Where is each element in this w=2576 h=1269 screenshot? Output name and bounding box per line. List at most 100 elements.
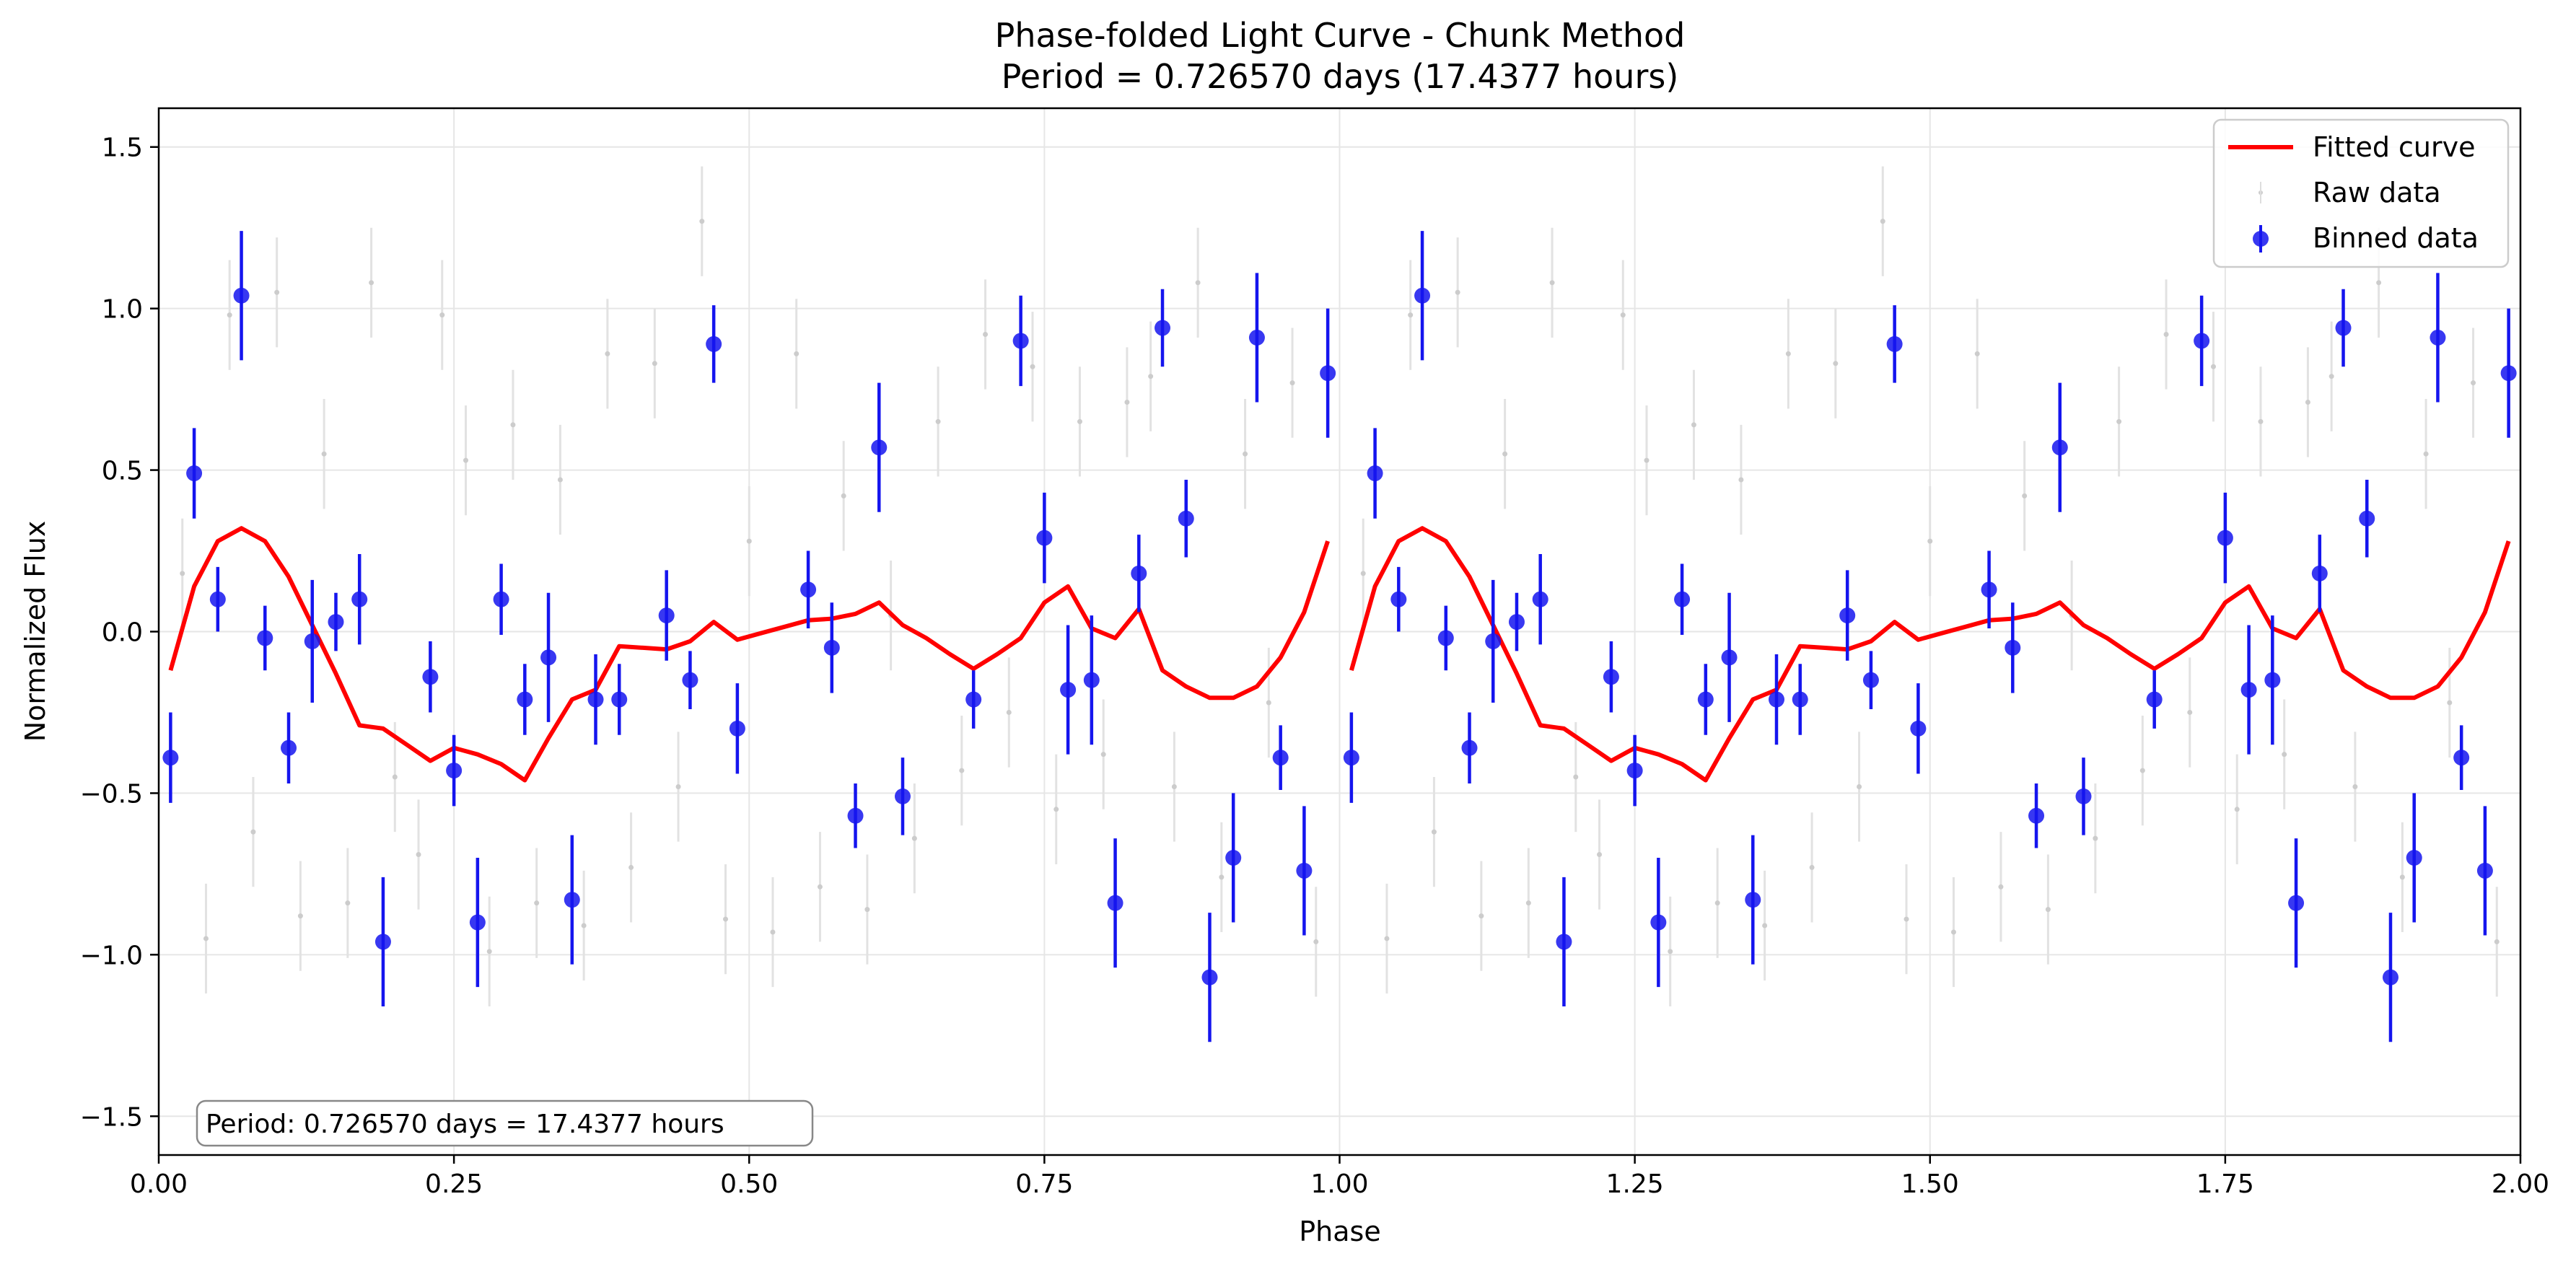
raw-point-91	[2352, 783, 2358, 789]
binned-point-34	[1131, 565, 1147, 581]
raw-point-15	[534, 900, 540, 906]
raw-point-76	[1998, 884, 2004, 890]
raw-point-19	[628, 864, 634, 870]
raw-point-14	[510, 422, 516, 428]
raw-point-27	[817, 884, 823, 890]
raw-point-96	[2471, 380, 2476, 386]
binned-point-80	[2382, 969, 2398, 985]
raw-point-39	[1100, 752, 1106, 758]
raw-point-87	[2258, 418, 2264, 424]
raw-point-58	[1573, 774, 1579, 780]
raw-point-42	[1171, 783, 1177, 789]
binned-point-62	[1839, 607, 1856, 624]
raw-point-85	[2211, 364, 2217, 369]
binned-point-22	[729, 720, 745, 737]
binned-point-47	[1437, 630, 1454, 646]
raw-point-93	[2399, 874, 2405, 880]
raw-point-55	[1502, 451, 1508, 457]
raw-point-46	[1266, 700, 1271, 706]
x-tick-label-0: 0.00	[130, 1169, 188, 1199]
raw-point-9	[392, 774, 398, 780]
binned-point-24	[823, 639, 840, 656]
binned-point-49	[1485, 633, 1502, 649]
annotation-box	[196, 1099, 814, 1147]
raw-point-59	[1597, 852, 1603, 858]
raw-point-72	[1903, 916, 1909, 922]
raw-point-12	[463, 457, 468, 463]
annotation-text: Period: 0.726570 days = 17.4377 hours	[206, 1110, 724, 1139]
raw-point-7	[345, 900, 351, 906]
raw-point-44	[1219, 874, 1225, 880]
raw-point-38	[1077, 418, 1082, 424]
raw-point-97	[2494, 939, 2500, 944]
binned-point-16	[564, 892, 580, 908]
binned-point-32	[1083, 672, 1100, 688]
raw-point-68	[1809, 864, 1815, 870]
binned-point-13	[493, 591, 509, 607]
raw-point-84	[2187, 709, 2193, 715]
period-annotation: Period: 0.726570 days = 17.4377 hours	[196, 1099, 814, 1147]
raw-point-92	[2376, 280, 2382, 286]
raw-point-47	[1289, 380, 1295, 386]
binned-point-20	[682, 672, 698, 688]
binned-point-43	[1343, 750, 1359, 766]
binned-point-14	[517, 691, 533, 708]
raw-point-64	[1714, 900, 1720, 906]
binned-point-85	[2500, 365, 2517, 382]
y-tick-label-5: 1.0	[102, 295, 143, 325]
raw-point-6	[321, 451, 327, 457]
raw-point-4	[274, 289, 280, 295]
chart-subtitle: Period = 0.726570 days (17.4377 hours)	[1002, 57, 1679, 96]
raw-point-33	[959, 768, 965, 773]
binned-point-18	[611, 691, 628, 708]
raw-point-48	[1313, 939, 1319, 944]
binned-point-70	[2075, 788, 2092, 804]
raw-point-86	[2234, 807, 2240, 812]
raw-point-94	[2423, 451, 2429, 457]
raw-point-34	[983, 331, 989, 337]
binned-data-points	[162, 231, 2517, 1042]
raw-point-5	[297, 913, 303, 919]
binned-point-66	[1981, 581, 1997, 598]
raw-point-74	[1950, 929, 1956, 935]
raw-point-70	[1857, 783, 1862, 789]
binned-point-23	[800, 581, 817, 598]
raw-point-32	[935, 418, 941, 424]
raw-point-73	[1927, 538, 1933, 544]
raw-point-71	[1880, 219, 1885, 224]
raw-point-31	[911, 835, 917, 841]
raw-point-13	[486, 949, 492, 954]
binned-point-12	[469, 914, 486, 931]
binned-point-56	[1674, 591, 1691, 607]
binned-point-44	[1367, 465, 1383, 482]
x-axis-label: Phase	[1299, 1216, 1380, 1247]
binned-point-0	[162, 750, 179, 766]
binned-point-4	[257, 630, 273, 646]
binned-point-74	[2240, 682, 2257, 698]
binned-point-54	[1626, 763, 1643, 779]
binned-point-7	[328, 614, 344, 631]
binned-point-42	[1320, 365, 1336, 382]
raw-point-89	[2305, 400, 2310, 405]
y-tick-label-4: 0.5	[102, 457, 143, 486]
raw-point-67	[1785, 351, 1791, 356]
binned-point-21	[706, 335, 722, 352]
raw-point-95	[2447, 700, 2453, 706]
fitted-curve	[168, 526, 2511, 783]
raw-point-16	[557, 477, 563, 483]
raw-point-77	[2022, 493, 2028, 499]
binned-point-50	[1508, 614, 1525, 631]
raw-point-53	[1455, 289, 1460, 295]
binned-point-39	[1248, 329, 1265, 346]
raw-point-45	[1243, 451, 1248, 457]
y-tick-label-6: 1.5	[102, 133, 143, 163]
y-tick-label-0: −1.5	[80, 1102, 143, 1132]
binned-point-76	[2288, 895, 2305, 911]
raw-point-61	[1644, 457, 1650, 463]
raw-point-80	[2093, 835, 2098, 841]
raw-point-20	[652, 361, 657, 366]
binned-point-52	[1556, 934, 1572, 950]
binned-point-25	[847, 807, 864, 824]
raw-point-11	[439, 312, 445, 318]
